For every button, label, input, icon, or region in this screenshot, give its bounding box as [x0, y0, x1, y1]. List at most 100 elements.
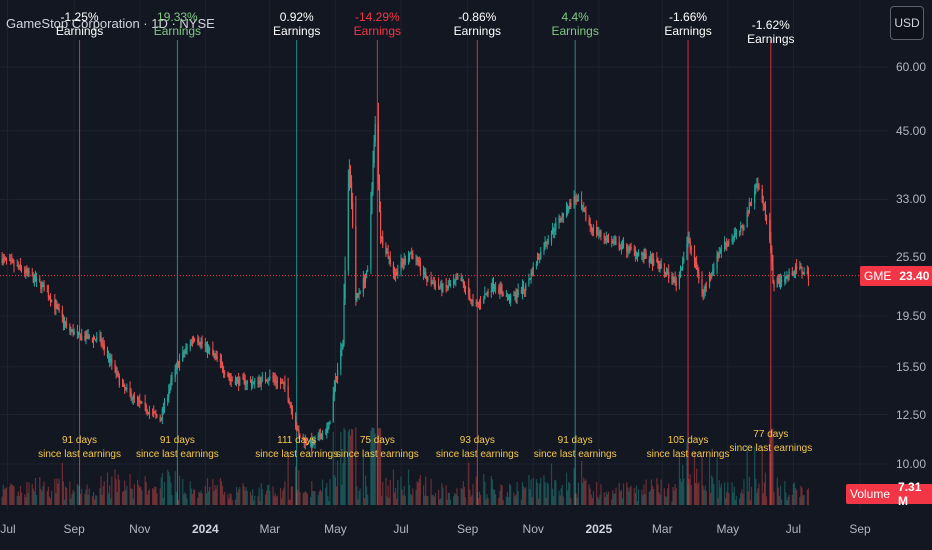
volume-bar — [272, 486, 274, 505]
volume-bar — [3, 489, 5, 505]
volume-bar — [582, 482, 584, 505]
earnings-marker[interactable]: -14.29% Earnings — [354, 10, 401, 38]
candle-body — [663, 268, 665, 273]
volume-bar — [288, 499, 290, 505]
candle-body — [81, 335, 83, 340]
volume-bar — [426, 496, 428, 505]
volume-bar — [803, 494, 805, 505]
candle-body — [656, 259, 658, 263]
volume-bar — [359, 488, 361, 505]
candle-body — [755, 185, 757, 192]
candle-body — [2, 258, 4, 264]
candle-body — [253, 381, 255, 384]
x-tick-label: May — [324, 522, 347, 536]
chart-title: GameStop Corporation · 1D · NYSE — [6, 16, 215, 31]
candle-body — [740, 226, 742, 232]
volume-bar — [538, 498, 540, 505]
volume-bar — [131, 488, 133, 505]
candle-body — [728, 242, 730, 244]
earnings-marker[interactable]: 0.92% Earnings — [273, 10, 320, 38]
candle-body — [599, 231, 601, 234]
volume-bar — [71, 494, 73, 505]
candle-body — [57, 307, 59, 309]
candle-body — [577, 200, 579, 202]
currency-button[interactable]: USD — [890, 6, 924, 40]
volume-bar — [87, 494, 89, 505]
candle-body — [441, 283, 443, 292]
candle-body — [741, 226, 743, 228]
volume-bar — [24, 494, 26, 505]
volume-bar — [54, 478, 56, 505]
candle-body — [213, 354, 215, 356]
candle-body — [498, 288, 500, 293]
candle-body — [51, 300, 53, 302]
candle-body — [502, 293, 504, 297]
candle-body — [148, 411, 151, 415]
volume-bar — [152, 487, 154, 505]
candle-body — [785, 276, 787, 279]
volume-bar — [735, 495, 738, 505]
candle-body — [358, 292, 360, 295]
volume-bar — [159, 488, 161, 505]
candle-body — [607, 238, 610, 243]
volume-bar — [605, 491, 607, 505]
candle-body — [312, 441, 314, 448]
candle-body — [238, 379, 240, 385]
volume-bar — [784, 480, 786, 505]
candle-body — [629, 246, 631, 248]
volume-bar — [560, 488, 562, 505]
candle-body — [525, 284, 527, 291]
earnings-marker[interactable]: -1.66% Earnings — [664, 10, 711, 38]
volume-bar — [231, 499, 233, 505]
candle-body — [600, 231, 602, 236]
volume-bar — [447, 492, 449, 505]
volume-bar — [704, 485, 706, 505]
volume-bar — [687, 484, 689, 505]
candle-body — [205, 344, 208, 347]
volume-bar — [770, 453, 772, 505]
volume-bar — [547, 483, 549, 505]
candle-body — [62, 317, 65, 324]
candle-body — [168, 392, 170, 398]
volume-bar — [658, 492, 660, 505]
volume-bar — [18, 496, 20, 505]
volume-bar — [42, 486, 44, 505]
volume-bar — [589, 488, 591, 505]
volume-bar — [644, 493, 646, 505]
candle-body — [773, 282, 775, 288]
candle-body — [454, 280, 456, 282]
volume-bar — [34, 477, 37, 505]
volume-bar — [660, 479, 662, 505]
volume-bar — [734, 499, 736, 505]
volume-bar — [433, 496, 435, 505]
volume-bar — [761, 448, 763, 505]
earnings-marker[interactable]: -1.62% Earnings — [747, 18, 794, 46]
candle-body — [704, 287, 706, 292]
candle-body — [177, 362, 180, 367]
volume-bar — [626, 482, 628, 505]
candle-body — [257, 380, 259, 385]
candle-body — [747, 211, 749, 213]
volume-bar — [358, 491, 360, 505]
earnings-marker[interactable]: -0.86% Earnings — [454, 10, 501, 38]
candle-body — [349, 169, 352, 183]
candle-body — [396, 271, 398, 276]
volume-bar — [269, 490, 271, 505]
volume-bar — [622, 483, 625, 505]
volume-bar — [397, 480, 399, 505]
earnings-marker[interactable]: 19.33% Earnings — [154, 10, 201, 38]
volume-bar — [146, 494, 148, 505]
candle-body — [11, 260, 13, 262]
candle-body — [510, 295, 512, 303]
earnings-marker[interactable]: -1.25% Earnings — [56, 10, 103, 38]
volume-bar — [10, 483, 12, 505]
candle-body — [627, 251, 629, 253]
volume-bar — [788, 494, 790, 505]
volume-bar — [583, 477, 585, 505]
earnings-marker[interactable]: 4.4% Earnings — [551, 10, 598, 38]
volume-bar — [470, 496, 472, 505]
candle-body — [619, 248, 621, 250]
volume-bar — [732, 492, 734, 505]
volume-bar — [317, 494, 319, 505]
